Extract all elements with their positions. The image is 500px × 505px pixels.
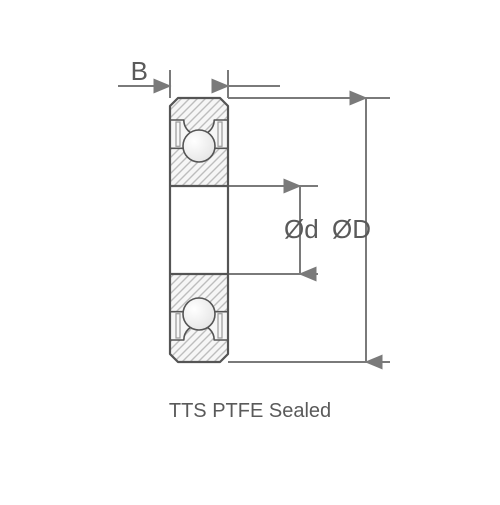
seal-bot-left	[176, 314, 180, 338]
diagram-caption: TTS PTFE Sealed	[0, 400, 500, 423]
bearing-section-drawing: B Ød ØD	[0, 0, 500, 500]
dim-d-label: Ød	[284, 214, 319, 244]
seal-top-right	[218, 122, 222, 146]
ball-top	[183, 130, 215, 162]
seal-bot-right	[218, 314, 222, 338]
seal-top-left	[176, 122, 180, 146]
dim-D-label: ØD	[332, 214, 371, 244]
dim-B-label: B	[131, 56, 148, 86]
diagram-stage: B Ød ØD TTS PTFE Sealed	[0, 0, 500, 500]
bearing-bore-cut	[170, 186, 228, 274]
ball-bottom	[183, 298, 215, 330]
